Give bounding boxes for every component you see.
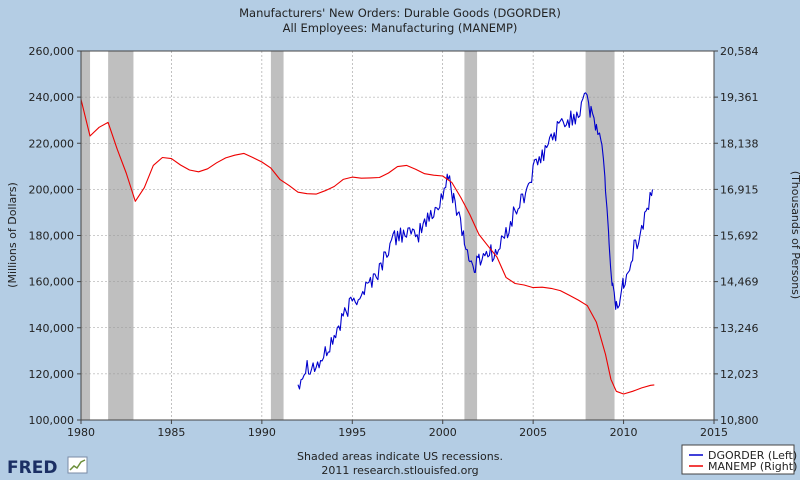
y-left-tick-label: 260,000 <box>29 45 75 58</box>
y-right-tick-label: 15,692 <box>720 230 759 243</box>
x-tick-label: 1985 <box>157 426 185 439</box>
fred-chart-icon-line <box>69 459 86 471</box>
y-left-tick-label: 220,000 <box>29 137 75 150</box>
x-tick-label: 2000 <box>429 426 457 439</box>
y-left-tick-label: 140,000 <box>29 322 75 335</box>
x-tick-label: 2015 <box>700 426 728 439</box>
source-note: 2011 research.stlouisfed.org <box>321 464 478 477</box>
legend: DGORDER (Left)MANEMP (Right) <box>681 444 797 475</box>
legend-label: DGORDER (Left) <box>708 449 797 462</box>
y-right-tick-label: 20,584 <box>720 45 759 58</box>
y-right-tick-label: 10,800 <box>720 414 759 427</box>
chart-title: Manufacturers' New Orders: Durable Goods… <box>239 6 561 20</box>
x-tick-label: 2010 <box>610 426 638 439</box>
y-axis-left-label: (Millions of Dollars) <box>6 182 19 288</box>
y-left-tick-label: 160,000 <box>29 276 75 289</box>
y-left-tick-label: 180,000 <box>29 230 75 243</box>
y-right-tick-label: 13,246 <box>720 322 759 335</box>
y-right-tick-label: 12,023 <box>720 368 759 381</box>
chart-subtitle: All Employees: Manufacturing (MANEMP) <box>283 21 518 35</box>
x-tick-label: 2005 <box>519 426 547 439</box>
y-left-tick-label: 240,000 <box>29 91 75 104</box>
legend-label: MANEMP (Right) <box>708 460 797 473</box>
fred-chart-icon <box>67 456 88 474</box>
y-axis-right-label: (Thousands of Persons) <box>789 171 800 299</box>
fred-logo-text: FRED <box>7 458 57 478</box>
x-tick-label: 1980 <box>67 426 95 439</box>
y-right-tick-label: 18,138 <box>720 137 759 150</box>
y-left-tick-label: 100,000 <box>29 414 75 427</box>
x-tick-label: 1990 <box>248 426 276 439</box>
y-right-tick-label: 14,469 <box>720 276 759 289</box>
series-line-dgorder <box>297 92 654 390</box>
series-line-manemp <box>80 99 655 395</box>
y-right-tick-label: 19,361 <box>720 91 759 104</box>
y-left-tick-label: 120,000 <box>29 368 75 381</box>
y-right-tick-label: 16,915 <box>720 183 759 196</box>
fred-logo: FRED <box>7 456 88 478</box>
recession-note: Shaded areas indicate US recessions. <box>297 450 503 463</box>
x-tick-label: 1995 <box>338 426 366 439</box>
y-left-tick-label: 200,000 <box>29 183 75 196</box>
